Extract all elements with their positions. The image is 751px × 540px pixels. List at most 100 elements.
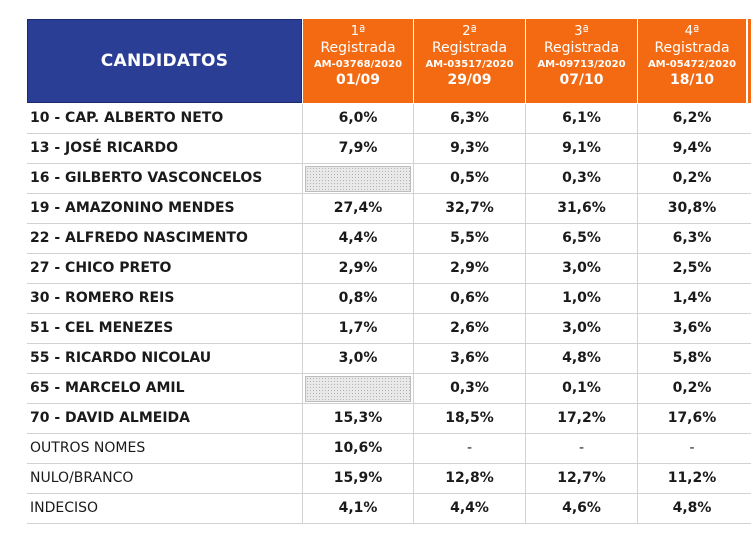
column-divider (302, 194, 303, 224)
column-divider (413, 134, 414, 164)
column-divider (302, 494, 303, 524)
percentage-cell: 3,6% (672, 320, 712, 336)
column-divider (525, 104, 526, 134)
column-divider (525, 404, 526, 434)
percentage-cell: - (578, 440, 585, 456)
candidate-name: 13 - JOSÉ RICARDO (30, 140, 179, 156)
column-divider (525, 494, 526, 524)
candidate-name: 51 - CEL MENEZES (30, 320, 174, 336)
column-divider (413, 404, 414, 434)
percentage-cell: 3,0% (338, 350, 378, 366)
percentage-cell: 1,7% (338, 320, 378, 336)
percentage-cell: 4,8% (672, 500, 712, 516)
column-divider (637, 344, 638, 374)
poll-number: 1ª (350, 24, 366, 39)
column-divider (302, 374, 303, 404)
column-divider (302, 224, 303, 254)
next-column-stub (748, 19, 751, 103)
column-divider (302, 344, 303, 374)
column-divider (637, 494, 638, 524)
percentage-cell: 2,5% (672, 260, 712, 276)
percentage-cell: 6,1% (562, 110, 601, 126)
table-row: 22 - ALFREDO NASCIMENTO 4,4% 5,5% 6,5% 6,3% (27, 224, 751, 254)
poll-date: 29/09 (447, 72, 492, 88)
column-divider (525, 224, 526, 254)
percentage-cell: 27,4% (333, 200, 383, 216)
percentage-cell: 5,8% (672, 350, 712, 366)
table-row: NULO/BRANCO 15,9% 12,8% 12,7% 11,2% (27, 464, 751, 494)
candidate-name: 70 - DAVID ALMEIDA (30, 410, 191, 426)
table-row: OUTROS NOMES 10,6% - - - (27, 434, 751, 464)
percentage-cell: 1,0% (562, 290, 601, 306)
column-divider (525, 284, 526, 314)
column-divider (525, 344, 526, 374)
column-divider (525, 134, 526, 164)
percentage-cell: 6,0% (338, 110, 378, 126)
candidates-header: CANDIDATOS (27, 19, 302, 103)
percentage-cell: 6,3% (450, 110, 489, 126)
percentage-cell: 1,4% (672, 290, 712, 306)
candidate-name: NULO/BRANCO (30, 470, 134, 486)
percentage-cell: 17,6% (667, 410, 717, 426)
column-divider (302, 464, 303, 494)
percentage-cell: 0,1% (562, 380, 601, 396)
table-row: 27 - CHICO PRETO 2,9% 2,9% 3,0% 2,5% (27, 254, 751, 284)
column-divider (413, 254, 414, 284)
column-divider (302, 434, 303, 464)
poll-number: 3ª (574, 24, 589, 39)
candidate-name: 27 - CHICO PRETO (30, 260, 172, 276)
column-divider (302, 104, 303, 134)
candidate-name: 30 - ROMERO REIS (30, 290, 175, 306)
poll-number: 2ª (462, 24, 477, 39)
column-divider (302, 404, 303, 434)
column-divider (525, 194, 526, 224)
percentage-cell: 4,6% (562, 500, 601, 516)
poll-column-header-1: 1ª Registrada AM-03768/2020 01/09 (303, 19, 413, 103)
column-divider (637, 254, 638, 284)
column-divider (637, 134, 638, 164)
column-divider (413, 314, 414, 344)
poll-date: 07/10 (559, 72, 604, 88)
percentage-cell: 31,6% (557, 200, 606, 216)
percentage-cell: 0,6% (450, 290, 489, 306)
percentage-cell: 3,0% (562, 320, 601, 336)
table-row: 55 - RICARDO NICOLAU 3,0% 3,6% 4,8% 5,8% (27, 344, 751, 374)
percentage-cell: 9,4% (672, 140, 712, 156)
percentage-cell: 6,2% (672, 110, 712, 126)
percentage-cell: - (466, 440, 473, 456)
column-divider (525, 374, 526, 404)
column-divider (525, 434, 526, 464)
percentage-cell: 4,4% (338, 230, 378, 246)
percentage-cell: 0,3% (562, 170, 601, 186)
percentage-cell: 0,3% (450, 380, 489, 396)
poll-registration-code: AM-05472/2020 (647, 59, 737, 70)
column-divider (637, 464, 638, 494)
percentage-cell: 4,4% (450, 500, 489, 516)
percentage-cell: 3,6% (450, 350, 489, 366)
candidate-name: 19 - AMAZONINO MENDES (30, 200, 235, 216)
percentage-cell: 3,0% (562, 260, 601, 276)
column-divider (637, 284, 638, 314)
percentage-cell: 11,2% (667, 470, 717, 486)
candidate-name: 16 - GILBERTO VASCONCELOS (30, 170, 263, 186)
percentage-cell: 6,3% (672, 230, 712, 246)
column-divider (637, 194, 638, 224)
percentage-cell: 0,2% (672, 170, 712, 186)
percentage-cell: 4,8% (562, 350, 601, 366)
column-divider (413, 194, 414, 224)
percentage-cell: 2,9% (338, 260, 378, 276)
poll-registration-code: AM-09713/2020 (537, 59, 626, 70)
column-divider (302, 164, 303, 194)
column-divider (637, 434, 638, 464)
percentage-cell: 6,5% (562, 230, 601, 246)
poll-date: 01/09 (335, 72, 381, 88)
percentage-cell: 0,5% (450, 170, 489, 186)
not-listed-cell (305, 166, 411, 192)
poll-column-header-4: 4ª Registrada AM-05472/2020 18/10 (638, 19, 746, 103)
percentage-cell: 0,8% (338, 290, 378, 306)
poll-status: Registrada (654, 40, 730, 56)
table-row: 19 - AMAZONINO MENDES 27,4% 32,7% 31,6% 30,8… (27, 194, 751, 224)
percentage-cell: 5,5% (450, 230, 489, 246)
percentage-cell: 15,9% (333, 470, 383, 486)
table-row: 51 - CEL MENEZES 1,7% 2,6% 3,0% 3,6% (27, 314, 751, 344)
